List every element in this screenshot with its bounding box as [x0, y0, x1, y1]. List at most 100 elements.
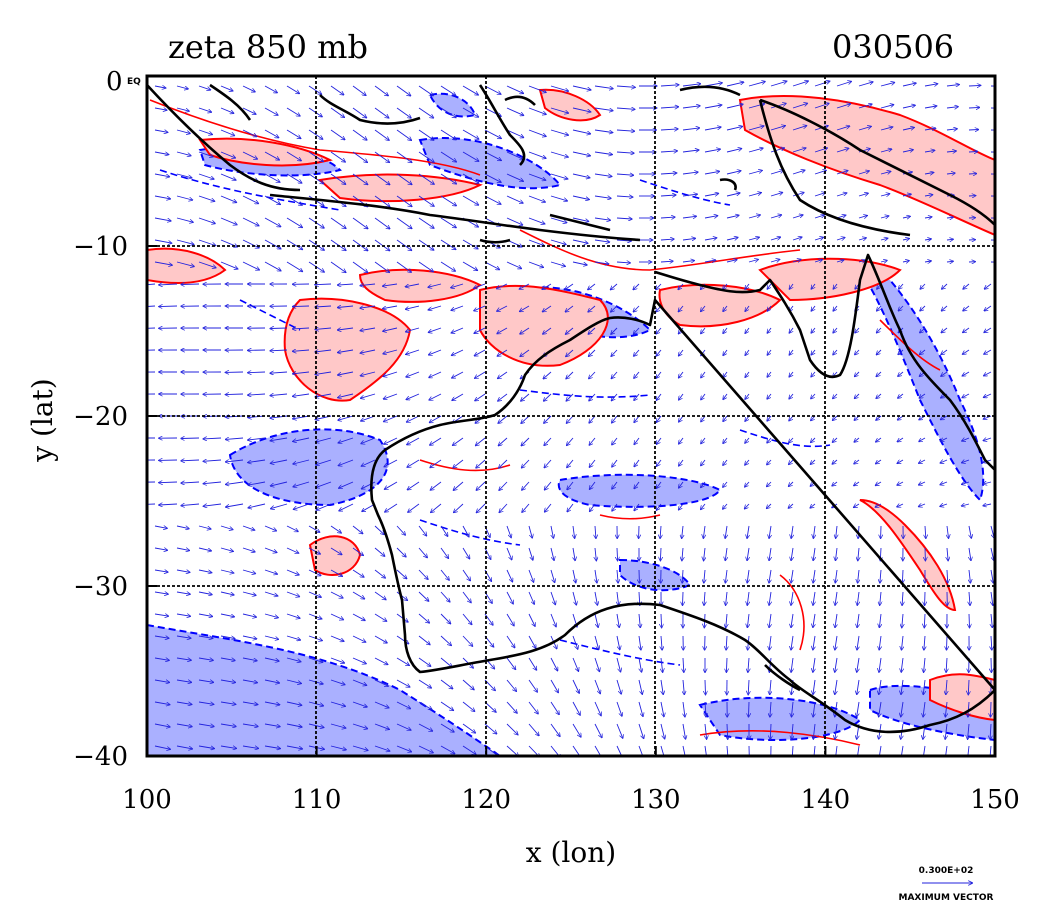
wind-vector [855, 327, 860, 333]
wind-vector [484, 151, 501, 160]
wind-vector [506, 85, 523, 93]
wind-vector [679, 349, 684, 356]
wind-vector [243, 768, 259, 771]
wind-vector [198, 173, 214, 179]
wind-vector [154, 86, 166, 88]
wind-vector [286, 151, 301, 161]
wind-vector [286, 679, 301, 683]
wind-vector [726, 149, 741, 153]
wind-vector [352, 107, 366, 118]
wind-vector [406, 305, 420, 309]
wind-vector [811, 459, 816, 464]
wind-vector [813, 591, 815, 605]
wind-vector [656, 371, 662, 378]
wind-vector [506, 107, 523, 115]
wind-vector [924, 84, 937, 86]
x-axis-title: x (lon) [526, 836, 616, 869]
wind-vector [220, 657, 235, 660]
wind-vector [813, 613, 815, 627]
wind-vector [484, 195, 501, 204]
wind-vector [723, 481, 728, 487]
wind-vector [854, 482, 860, 486]
wind-vector [264, 591, 278, 596]
wind-vector [506, 129, 523, 137]
wind-vector [991, 701, 992, 717]
wind-vector [440, 525, 448, 536]
wind-vector [374, 701, 389, 708]
wind-vector [612, 371, 618, 378]
wind-vector [293, 393, 310, 396]
wind-vector [924, 106, 936, 108]
wind-vector [792, 193, 804, 197]
wind-vector [521, 393, 530, 401]
wind-vector [418, 525, 426, 536]
wind-vector [352, 547, 363, 555]
wind-vector [634, 503, 640, 510]
wind-vector [418, 745, 433, 753]
wind-vector [656, 349, 662, 356]
wind-vector [181, 504, 200, 506]
wind-vector [770, 260, 779, 263]
wind-vector [220, 107, 234, 113]
wind-vector [286, 525, 298, 531]
wind-vector [440, 129, 456, 140]
wind-vector [294, 503, 310, 509]
wind-vector [811, 371, 816, 377]
wind-vector [330, 613, 343, 620]
wind-vector [176, 151, 191, 156]
wind-vector [330, 107, 344, 117]
wind-vector [656, 283, 662, 289]
wind-vector [723, 393, 728, 399]
wind-vector [705, 701, 706, 717]
wind-vector [286, 129, 301, 138]
wind-vector [440, 723, 454, 732]
y-tick-label: −30 [73, 572, 128, 602]
wind-vector [723, 371, 728, 377]
wind-vector [594, 635, 599, 649]
wind-vector [572, 591, 576, 605]
wind-vector [747, 569, 749, 583]
wind-vector [682, 745, 686, 756]
wind-vector [836, 126, 849, 131]
wind-vector [484, 723, 497, 734]
wind-vector [900, 745, 904, 756]
wind-vector [745, 305, 750, 311]
wind-vector [833, 393, 838, 398]
wind-vector [362, 459, 376, 466]
wind-vector [657, 437, 662, 444]
wind-vector [611, 349, 618, 356]
wind-vector [745, 437, 750, 443]
wind-vector [264, 569, 277, 574]
wind-vector [792, 701, 794, 717]
wind-vector [264, 745, 280, 749]
wind-vector [308, 547, 320, 554]
wind-vector [963, 327, 970, 332]
wind-vector [876, 415, 882, 420]
wind-vector [588, 327, 596, 334]
wind-vector [590, 459, 596, 467]
wind-vector [897, 460, 904, 463]
wind-vector [898, 349, 904, 354]
wind-vector [877, 349, 882, 355]
wind-vector [385, 481, 398, 489]
wind-vector [198, 85, 210, 90]
wind-vector [485, 768, 498, 777]
wind-vector [660, 151, 677, 152]
wind-vector [748, 193, 761, 197]
wind-vector [701, 327, 706, 333]
wind-vector [506, 547, 512, 560]
wind-vector [506, 151, 523, 159]
wind-vector [814, 104, 829, 109]
wind-vector [361, 349, 376, 353]
wind-vector [418, 85, 433, 96]
wind-vector [374, 151, 389, 162]
wind-vector [638, 679, 642, 694]
wind-vector [814, 768, 815, 784]
wind-vector [704, 547, 705, 560]
wind-vector [616, 723, 623, 738]
wind-vector [155, 768, 170, 772]
wind-vector [550, 613, 556, 627]
wind-vector [316, 503, 332, 510]
wind-vector [590, 503, 596, 511]
wind-vector [855, 371, 860, 376]
